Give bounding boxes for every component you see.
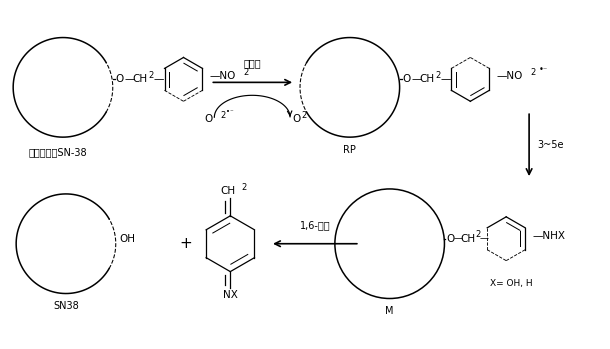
Text: —: — [440,74,451,84]
Text: 2: 2 [301,111,306,120]
Text: —: — [479,234,488,243]
Text: RP: RP [343,145,356,155]
Text: SN38: SN38 [53,302,79,312]
Text: CH: CH [461,234,476,244]
Text: 2: 2 [220,111,226,120]
Text: —: — [154,74,164,84]
Text: CH: CH [420,74,435,84]
Text: 2: 2 [243,68,248,77]
Text: O: O [204,114,212,124]
Text: 2: 2 [436,71,441,80]
Text: •⁻: •⁻ [226,109,234,115]
Text: 2: 2 [241,183,246,192]
Text: —: — [412,74,422,84]
Text: 还原酶: 还原酶 [243,58,261,68]
Text: 1,6-消除: 1,6-消除 [300,220,330,230]
Text: O: O [403,74,411,84]
Text: M: M [386,306,394,317]
Text: —NO: —NO [209,72,235,81]
Text: •⁻: •⁻ [539,65,548,74]
Text: CH: CH [133,74,148,84]
Text: X= OH, H: X= OH, H [490,279,533,288]
Text: 2: 2 [475,230,481,239]
Text: O: O [447,234,454,244]
Text: —NO: —NO [497,72,523,81]
Text: 3~5e: 3~5e [537,140,564,150]
Text: 对硝基苄基SN-38: 对硝基苄基SN-38 [29,147,87,157]
Text: —: — [453,234,462,243]
Text: CH: CH [221,186,236,196]
Text: —: — [124,74,135,84]
Text: —NHX: —NHX [532,231,565,241]
Text: 2: 2 [530,68,536,77]
Text: O: O [116,74,124,84]
Text: NX: NX [223,290,238,299]
Text: O: O [292,114,300,124]
Text: OH: OH [120,234,136,244]
Text: 2: 2 [149,71,154,80]
Text: +: + [179,236,192,251]
